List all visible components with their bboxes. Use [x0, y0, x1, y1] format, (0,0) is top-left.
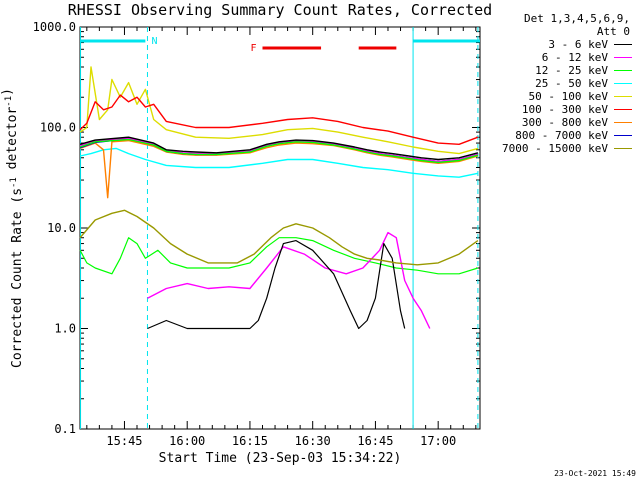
x-tick-label: 16:15: [232, 434, 268, 448]
y-tick-label: 10.0: [47, 221, 76, 235]
legend-item: 800 - 7000 keV: [486, 129, 636, 142]
y-tick-label: 1.0: [54, 322, 76, 336]
series-line-7000-15000kev: [79, 209, 479, 266]
legend-item-label: 100 - 300 keV: [521, 103, 608, 116]
series-line-100-300kev: [79, 94, 479, 146]
x-axis-label: Start Time (23-Sep-03 15:34:22): [159, 451, 402, 466]
legend-item-label: 25 - 50 keV: [535, 77, 608, 90]
y-tick-label: 1000.0: [33, 20, 76, 34]
generation-timestamp: 23-Oct-2021 15:49: [554, 469, 636, 478]
legend-rows: 3 - 6 keV 6 - 12 keV 12 - 25 keV 25 - 50 ke…: [486, 38, 636, 155]
legend-item: 100 - 300 keV: [486, 103, 636, 116]
legend: Det 1,3,4,5,6,9, Att 0 3 - 6 keV 6 - 12 k…: [486, 12, 636, 155]
legend-item: 25 - 50 keV: [486, 77, 636, 90]
y-axis-label: Corrected Count Rate (s-1 detector-1): [0, 88, 25, 368]
y-axis-label-superscript: -1: [9, 177, 19, 188]
flag-bars-group: NF: [80, 27, 480, 429]
legend-item-label: 3 - 6 keV: [548, 38, 608, 51]
legend-item: 50 - 100 keV: [486, 90, 636, 103]
legend-item-swatch: [614, 44, 632, 45]
legend-item-label: 800 - 7000 keV: [515, 129, 608, 142]
legend-item: 300 - 800 keV: [486, 116, 636, 129]
legend-item-swatch: [614, 122, 632, 123]
legend-item-label: 6 - 12 keV: [541, 51, 608, 64]
y-axis-label-part: ): [0, 88, 15, 96]
y-tick-label: 0.1: [54, 422, 76, 436]
plot-frame-group: [79, 26, 481, 430]
night-flag-label: N: [151, 36, 157, 47]
chart-title: RHESSI Observing Summary Count Rates, Co…: [67, 1, 493, 19]
y-axis-label-part: Corrected Count Rate (s: [10, 188, 25, 368]
y-axis-label-superscript: -1: [4, 96, 14, 107]
legend-item-swatch: [614, 70, 632, 71]
legend-item-swatch: [614, 96, 632, 97]
legend-item-swatch: [614, 109, 632, 110]
axis-labels-group: 0.1 1.0 10.0 100.0 1000.0 15:45 16:00 16:15 16:3…: [0, 20, 456, 466]
legend-item: 7000 - 15000 keV: [486, 142, 636, 155]
legend-item: 6 - 12 keV: [486, 51, 636, 64]
series-line-25-50kev: [79, 147, 479, 178]
plot-frame: [79, 26, 481, 430]
y-tick-label: 100.0: [40, 121, 76, 135]
tick-group: [80, 26, 480, 430]
legend-item-label: 50 - 100 keV: [528, 90, 608, 103]
legend-header-line-2: Att 0: [596, 25, 630, 38]
y-axis-label-part: detector: [5, 107, 20, 178]
series-line-50-100kev: [79, 66, 479, 155]
x-tick-label: 16:00: [169, 434, 205, 448]
series-line-3-6kev: [79, 136, 479, 161]
series-line-6-12kev-low: [147, 231, 431, 329]
series-lines-group: [79, 66, 479, 330]
legend-item-label: 300 - 800 keV: [521, 116, 608, 129]
x-tick-label: 17:00: [420, 434, 456, 448]
series-line-3-6kev-low: [147, 240, 406, 330]
legend-item-label: 7000 - 15000 keV: [502, 142, 608, 155]
legend-item-swatch: [614, 83, 632, 84]
legend-item-swatch: [614, 135, 632, 136]
legend-item: 3 - 6 keV: [486, 38, 636, 51]
series-line-12-25kev: [79, 138, 479, 164]
x-tick-label: 16:30: [295, 434, 331, 448]
x-tick-label: 16:45: [357, 434, 393, 448]
legend-item: 12 - 25 keV: [486, 64, 636, 77]
x-tick-label: 15:45: [106, 434, 142, 448]
series-line-12-25kev-low: [79, 237, 479, 275]
series-line-300-800kev: [79, 139, 479, 199]
legend-item-label: 12 - 25 keV: [535, 64, 608, 77]
legend-header-line-1: Det 1,3,4,5,6,9,: [524, 12, 630, 25]
flare-flag-label: F: [250, 43, 256, 54]
legend-item-swatch: [614, 148, 632, 149]
legend-item-swatch: [614, 57, 632, 58]
